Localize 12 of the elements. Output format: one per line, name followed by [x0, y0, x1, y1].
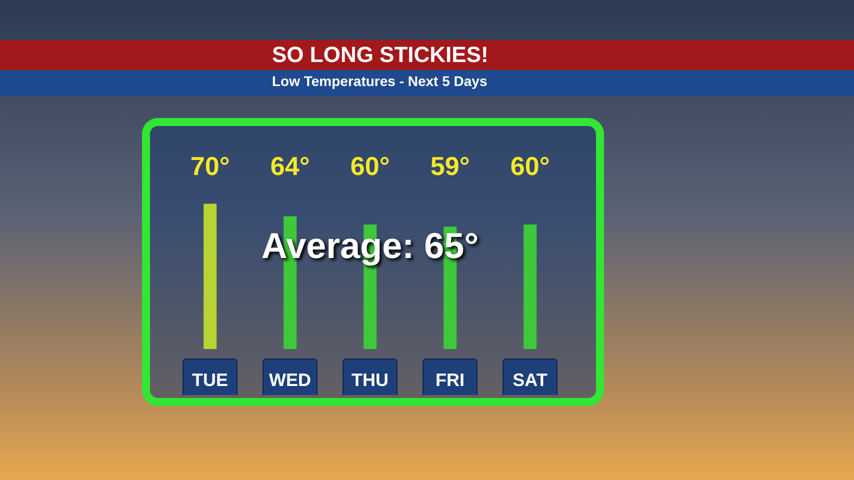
data-label: 64°: [270, 151, 310, 181]
x-tick-label: WED: [269, 370, 311, 390]
data-label: 60°: [510, 151, 550, 181]
data-label: 59°: [430, 151, 470, 181]
x-tick-label: FRI: [436, 370, 464, 390]
x-tick-label: TUE: [192, 370, 228, 390]
x-tick-label: SAT: [512, 370, 548, 390]
chart-title: SO LONG STICKIES!: [272, 42, 488, 68]
data-label: 70°: [190, 151, 230, 181]
chart-subtitle: Low Temperatures - Next 5 Days: [272, 73, 488, 89]
data-label: 60°: [350, 151, 390, 181]
x-tick-label: THU: [352, 370, 388, 390]
